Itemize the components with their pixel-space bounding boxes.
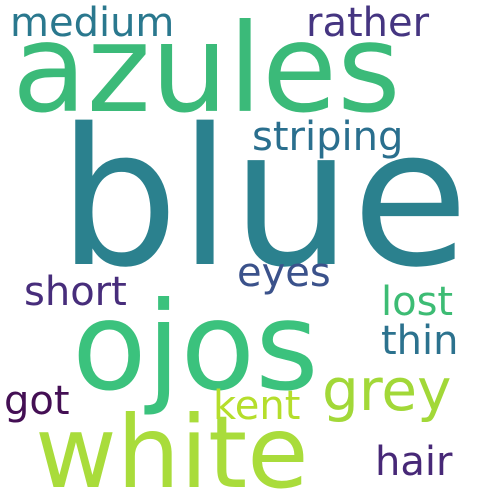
word-hair: hair bbox=[375, 439, 453, 485]
word-kent: kent bbox=[213, 383, 301, 429]
word-striping: striping bbox=[252, 114, 404, 160]
word-grey: grey bbox=[322, 356, 452, 424]
word-azules: azules bbox=[12, 0, 401, 140]
word-ojos: ojos bbox=[72, 276, 319, 418]
word-eyes: eyes bbox=[237, 250, 331, 296]
word-short: short bbox=[24, 269, 127, 315]
word-thin: thin bbox=[381, 318, 459, 364]
word-got: got bbox=[4, 378, 70, 424]
word-rather: rather bbox=[306, 0, 430, 46]
word-white: white bbox=[35, 394, 309, 500]
word-medium: medium bbox=[10, 0, 175, 46]
word-blue: blue bbox=[58, 88, 469, 309]
word-lost: lost bbox=[381, 279, 454, 325]
